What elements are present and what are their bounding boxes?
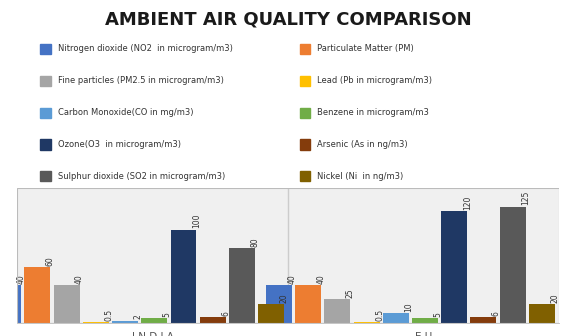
- Text: 40: 40: [75, 274, 84, 284]
- Text: Nickel (Ni  in ng/m3): Nickel (Ni in ng/m3): [317, 172, 403, 181]
- Bar: [500, 207, 526, 323]
- Text: 5: 5: [163, 312, 172, 317]
- Text: 80: 80: [251, 238, 259, 247]
- Bar: [441, 211, 467, 323]
- Text: Arsenic (As in ng/m3): Arsenic (As in ng/m3): [317, 140, 407, 149]
- Text: Benzene in microgram/m3: Benzene in microgram/m3: [317, 108, 429, 117]
- Bar: [170, 230, 196, 323]
- Bar: [382, 313, 409, 323]
- Bar: [324, 299, 350, 323]
- Bar: [412, 318, 438, 323]
- Text: 10: 10: [404, 302, 413, 312]
- Text: Particulate Matter (PM): Particulate Matter (PM): [317, 44, 414, 53]
- Text: 25: 25: [346, 288, 355, 298]
- Text: Fine particles (PM2.5 in microgram/m3): Fine particles (PM2.5 in microgram/m3): [58, 76, 223, 85]
- Text: 100: 100: [192, 214, 201, 228]
- Text: 40: 40: [17, 274, 25, 284]
- Text: 20: 20: [551, 293, 559, 303]
- Bar: [471, 317, 497, 323]
- Text: 40: 40: [287, 274, 296, 284]
- Text: AMBIENT AIR QUALITY COMPARISON: AMBIENT AIR QUALITY COMPARISON: [105, 10, 471, 28]
- Text: 60: 60: [46, 256, 55, 265]
- Text: 0.5: 0.5: [375, 308, 384, 321]
- Bar: [354, 322, 380, 323]
- Text: 6: 6: [492, 311, 501, 316]
- Text: 120: 120: [463, 196, 472, 210]
- Text: Ozone(O3  in microgram/m3): Ozone(O3 in microgram/m3): [58, 140, 181, 149]
- Bar: [295, 286, 321, 323]
- Text: 40: 40: [317, 274, 325, 284]
- Text: 125: 125: [521, 191, 530, 205]
- Bar: [54, 286, 79, 323]
- Bar: [258, 304, 284, 323]
- Text: 2: 2: [134, 314, 142, 319]
- Bar: [266, 286, 292, 323]
- Bar: [200, 317, 226, 323]
- Text: 5: 5: [434, 312, 442, 317]
- Text: 20: 20: [280, 293, 289, 303]
- Text: 6: 6: [221, 311, 230, 316]
- Text: Carbon Monoxide(CO in mg/m3): Carbon Monoxide(CO in mg/m3): [58, 108, 193, 117]
- Bar: [17, 188, 559, 323]
- Bar: [24, 267, 50, 323]
- Bar: [529, 304, 555, 323]
- Text: Lead (Pb in microgram/m3): Lead (Pb in microgram/m3): [317, 76, 432, 85]
- Text: Sulphur dioxide (SO2 in microgram/m3): Sulphur dioxide (SO2 in microgram/m3): [58, 172, 225, 181]
- Bar: [112, 321, 138, 323]
- Bar: [141, 318, 167, 323]
- Bar: [0, 286, 21, 323]
- Bar: [83, 322, 109, 323]
- Text: Nitrogen dioxide (NO2  in microgram/m3): Nitrogen dioxide (NO2 in microgram/m3): [58, 44, 233, 53]
- Bar: [229, 248, 255, 323]
- Text: 0.5: 0.5: [104, 308, 113, 321]
